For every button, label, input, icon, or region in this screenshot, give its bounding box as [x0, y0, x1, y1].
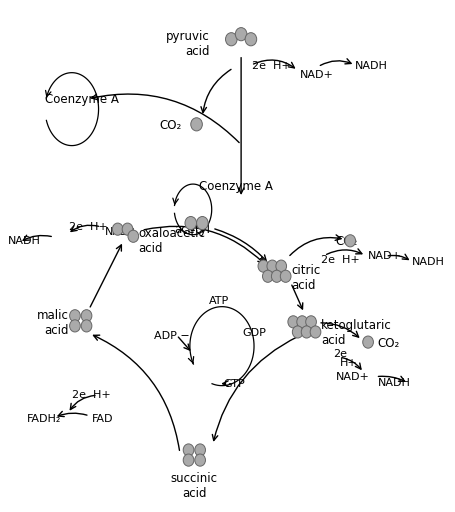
Text: CO₂: CO₂ — [377, 336, 399, 350]
Circle shape — [197, 217, 208, 230]
Text: NADH: NADH — [378, 378, 411, 388]
Text: 2e  H+: 2e H+ — [69, 222, 107, 231]
Text: malic
acid: malic acid — [37, 309, 69, 337]
Circle shape — [271, 270, 282, 282]
Text: 2e  H+: 2e H+ — [252, 61, 291, 71]
Text: oxaloacetic
acid: oxaloacetic acid — [139, 227, 206, 255]
Text: citric
acid: citric acid — [292, 264, 321, 292]
Circle shape — [81, 310, 92, 322]
Circle shape — [183, 444, 194, 456]
Circle shape — [195, 454, 206, 466]
Circle shape — [195, 444, 206, 456]
Circle shape — [245, 33, 257, 46]
Text: ketoglutaric
acid: ketoglutaric acid — [321, 319, 392, 347]
Circle shape — [345, 234, 356, 247]
Circle shape — [112, 223, 123, 235]
Circle shape — [263, 270, 273, 282]
Text: acetyl: acetyl — [174, 223, 210, 236]
Circle shape — [301, 326, 312, 338]
Circle shape — [267, 260, 278, 272]
Text: CO₂: CO₂ — [160, 119, 182, 132]
Text: 2e: 2e — [334, 349, 347, 359]
Circle shape — [185, 217, 197, 230]
Circle shape — [306, 316, 316, 328]
Circle shape — [128, 230, 139, 242]
Text: NAD+: NAD+ — [105, 227, 139, 237]
Text: NADH: NADH — [412, 257, 445, 267]
Circle shape — [310, 326, 321, 338]
Text: GTP: GTP — [223, 379, 245, 389]
Circle shape — [226, 33, 237, 46]
Text: GDP: GDP — [243, 328, 266, 338]
Text: ATP: ATP — [208, 295, 229, 306]
Text: NAD+: NAD+ — [300, 70, 334, 80]
Text: succinic
acid: succinic acid — [171, 472, 218, 500]
Text: pyruvic
acid: pyruvic acid — [166, 30, 210, 58]
Text: 2e  H+: 2e H+ — [321, 255, 360, 265]
Circle shape — [70, 310, 80, 322]
Text: NAD+: NAD+ — [336, 372, 370, 381]
Text: NADH: NADH — [8, 236, 41, 246]
Circle shape — [363, 336, 374, 348]
Circle shape — [122, 223, 133, 235]
Text: 2e  H+: 2e H+ — [72, 390, 111, 400]
Circle shape — [297, 316, 308, 328]
Circle shape — [280, 270, 291, 282]
Circle shape — [191, 118, 202, 131]
Circle shape — [235, 28, 247, 41]
Text: FADH₂: FADH₂ — [27, 414, 62, 424]
Text: CO₂: CO₂ — [335, 236, 357, 248]
Text: Coenzyme A: Coenzyme A — [199, 180, 273, 193]
Circle shape — [70, 320, 80, 332]
Text: NAD+: NAD+ — [368, 251, 402, 261]
Circle shape — [183, 454, 194, 466]
Text: FAD: FAD — [92, 414, 113, 424]
Text: Coenzyme A: Coenzyme A — [45, 93, 119, 105]
Circle shape — [293, 326, 303, 338]
Circle shape — [258, 260, 269, 272]
Circle shape — [288, 316, 298, 328]
Circle shape — [276, 260, 287, 272]
Circle shape — [81, 320, 92, 332]
Text: ADP −: ADP − — [154, 331, 190, 341]
Text: H+: H+ — [339, 358, 357, 368]
Text: NADH: NADH — [355, 61, 388, 71]
